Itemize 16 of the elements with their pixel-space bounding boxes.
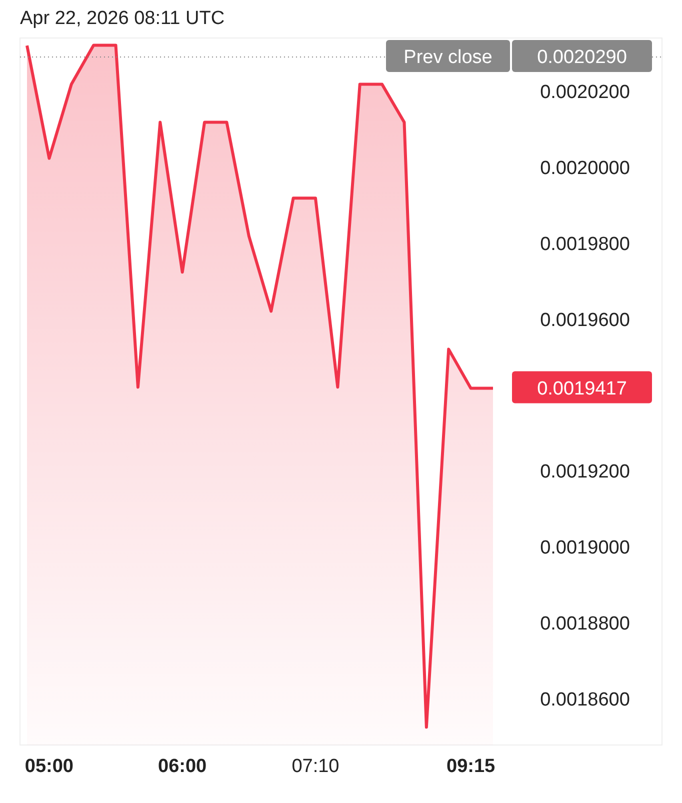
x-tick-label: 07:10 <box>292 756 340 777</box>
y-tick-label: 0.0020200 <box>540 82 630 104</box>
y-tick-label: 0.0018600 <box>540 689 630 710</box>
y-tick-label: 0.0018800 <box>540 613 630 634</box>
x-tick-label: 05:00 <box>24 756 74 777</box>
y-tick-label: 0.0019000 <box>540 538 630 559</box>
y-tick-label: 0.0019600 <box>540 310 630 331</box>
y-tick-label: 0.0020000 <box>540 158 630 180</box>
y-tick-label: 0.0019200 <box>540 462 630 483</box>
text: 0.0020290 <box>537 46 627 68</box>
x-tick-label: 06:00 <box>158 756 207 777</box>
chart-title: Apr 22, 2026 08:11 UTC <box>20 8 225 29</box>
x-tick-label: 09:15 <box>446 756 496 777</box>
y-tick-label: 0.0019800 <box>540 234 630 255</box>
ref-line-label: Prev close <box>404 46 492 68</box>
text: 0.0019417 <box>537 378 627 400</box>
